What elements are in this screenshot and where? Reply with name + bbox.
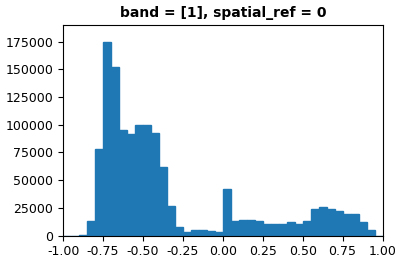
Bar: [246, 220, 254, 236]
Bar: [318, 207, 326, 236]
Bar: [254, 221, 262, 236]
Bar: [166, 206, 174, 236]
Bar: [350, 214, 358, 236]
Bar: [207, 231, 214, 236]
Bar: [214, 232, 222, 236]
Bar: [222, 189, 230, 236]
Bar: [95, 149, 103, 236]
Bar: [358, 222, 366, 236]
Bar: [278, 224, 286, 236]
Title: band = [1], spatial_ref = 0: band = [1], spatial_ref = 0: [119, 6, 325, 20]
Bar: [79, 235, 87, 236]
Bar: [174, 227, 182, 236]
Bar: [182, 232, 190, 236]
Bar: [342, 214, 350, 236]
Bar: [87, 221, 95, 236]
Bar: [294, 224, 302, 236]
Bar: [238, 220, 246, 236]
Bar: [158, 167, 166, 236]
Bar: [310, 209, 318, 236]
Bar: [119, 130, 127, 236]
Bar: [326, 209, 334, 236]
Bar: [111, 67, 119, 236]
Bar: [334, 211, 342, 236]
Bar: [302, 221, 310, 236]
Bar: [143, 125, 151, 236]
Bar: [286, 222, 294, 236]
Bar: [103, 41, 111, 236]
Bar: [190, 230, 198, 236]
Bar: [230, 221, 238, 236]
Bar: [270, 224, 278, 236]
Bar: [135, 125, 143, 236]
Bar: [127, 134, 135, 236]
Bar: [151, 133, 158, 236]
Bar: [198, 230, 207, 236]
Bar: [366, 230, 374, 236]
Bar: [262, 224, 270, 236]
